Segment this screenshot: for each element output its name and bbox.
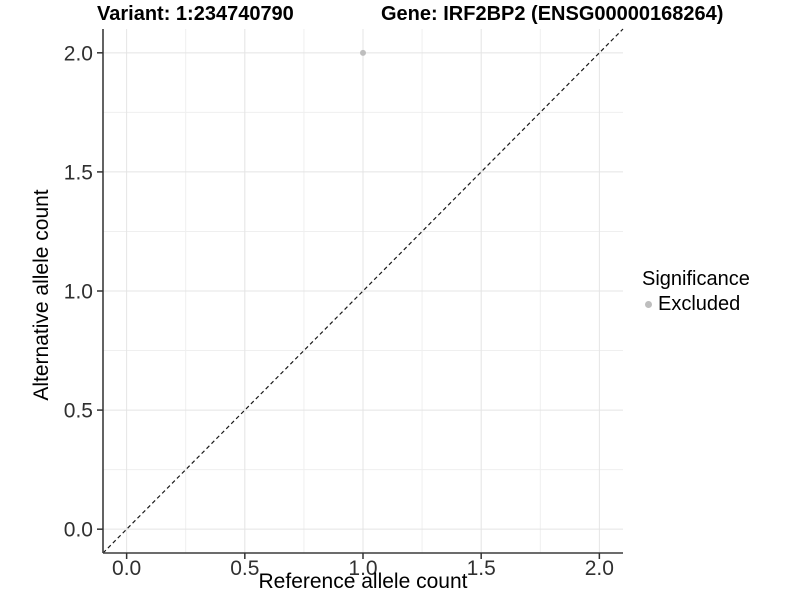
legend-entry-label: Excluded <box>658 293 741 315</box>
data-point <box>360 49 366 56</box>
y-tick-label: 1.0 <box>64 281 93 304</box>
gene-title: Gene: IRF2BP2 (ENSG00000168264) <box>381 3 724 25</box>
excluded-point-icon <box>645 300 652 308</box>
y-tick-label: 0.5 <box>64 400 93 423</box>
x-tick-label: 0.5 <box>230 557 259 580</box>
variant-title: Variant: 1:234740790 <box>97 3 294 25</box>
x-axis-title: Reference allele count <box>258 570 468 593</box>
x-tick-label: 2.0 <box>585 557 614 580</box>
y-tick-label: 0.0 <box>64 519 93 542</box>
legend-entry: Excluded <box>640 293 750 315</box>
legend-title: Significance <box>642 268 750 290</box>
y-tick-label: 2.0 <box>64 42 93 65</box>
x-tick-label: 1.5 <box>467 557 496 580</box>
legend: Significance Excluded <box>640 268 750 315</box>
x-tick-label: 1.0 <box>348 557 377 580</box>
y-tick-label: 1.5 <box>64 161 93 184</box>
x-tick-label: 0.0 <box>112 557 141 580</box>
y-axis-title: Alternative allele count <box>30 189 53 401</box>
